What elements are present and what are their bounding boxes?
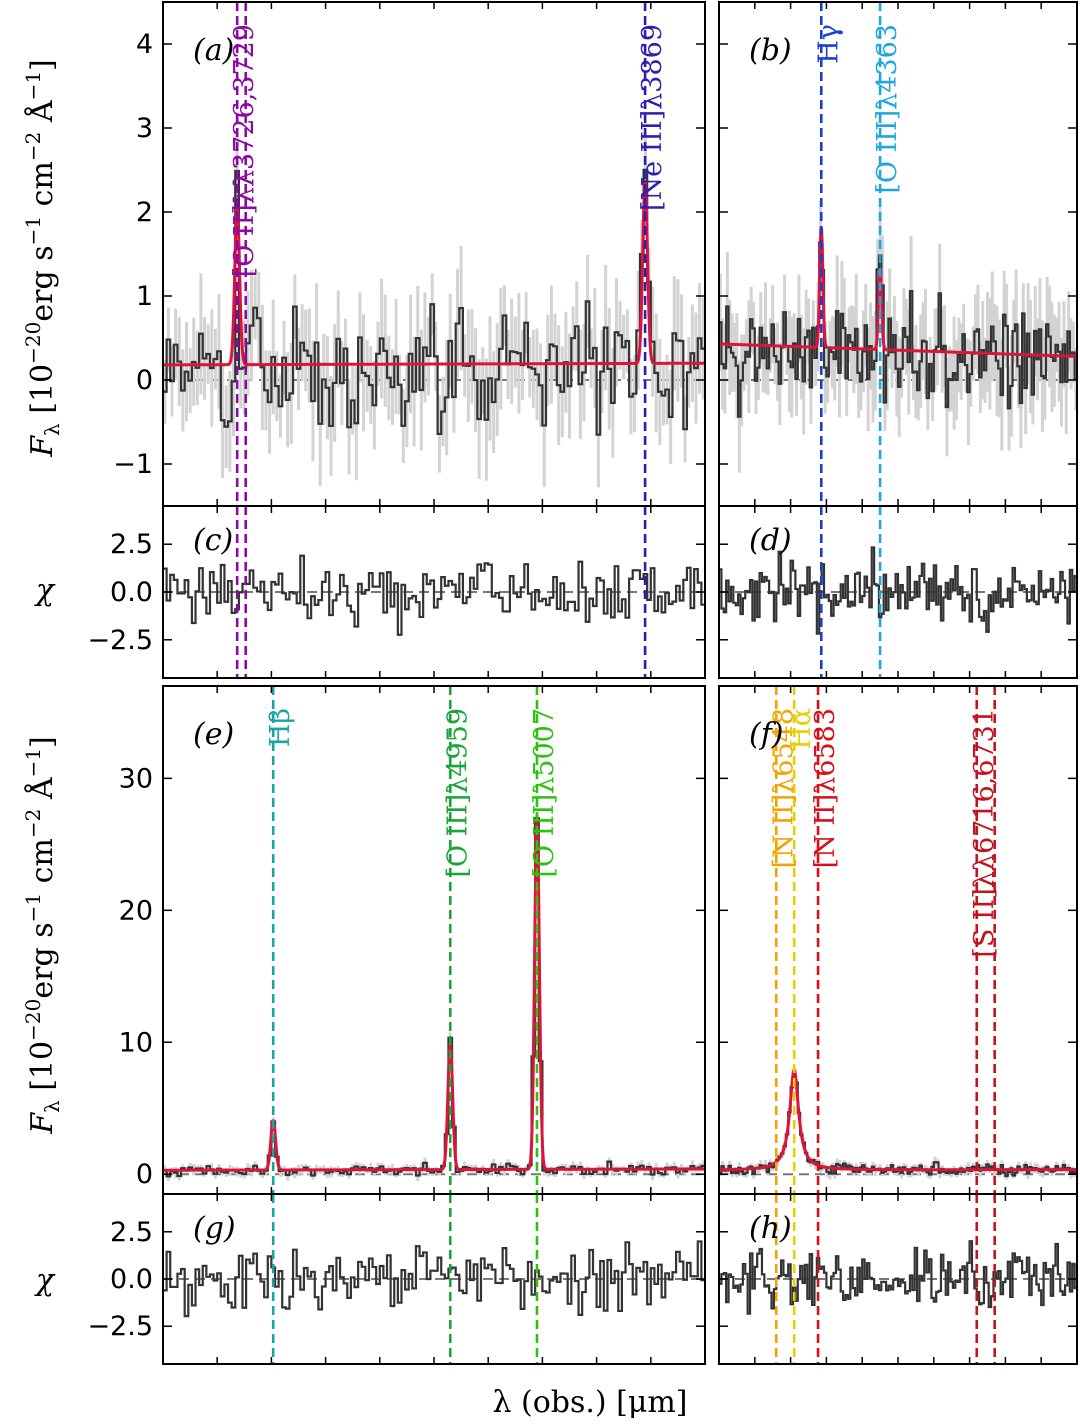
y-tick-label: 10 [119,1027,153,1058]
y-axis-label-bottom: Fλ [10−20erg s−1 cm−2 Å−1] [21,736,64,1135]
model-fit [719,226,1077,358]
model-fit [163,179,705,367]
panel-label: (c) [193,523,233,558]
panel-e: Hβ [O III]λ4959 [O III]λ5007 0 10 20 30 (e) [119,685,706,1195]
panel-a-plot-area [163,2,705,506]
panel-label: (h) [749,1211,792,1246]
residuals [163,554,705,636]
panel-label: (f) [749,717,784,752]
line-label: [O III]λ5007 [529,708,560,878]
line-label: [S II]λλ6716,6731 [969,708,1000,958]
panel-b-plot-area [719,2,1077,506]
model-fit [163,815,705,1172]
residuals [163,1240,705,1318]
y-tick-label: 1 [136,281,153,312]
line-label: [Ne III]λ3869 [637,24,668,211]
panel-b: Hγ [O III]λ4363 (b) [718,1,1078,507]
line-label: [O II]λλ3726,3729 [229,24,260,277]
y-tick-label: 2.5 [110,1217,153,1248]
data-spectrum [163,168,705,436]
panel-h: (h) [718,1193,1078,1365]
chart-marks: [O II]λλ3726,3729 [Ne III]λ3869 −1 0 1 2 3 4 (a)… [87,1,1078,1365]
line-label: [O III]λ4363 [872,24,903,194]
data-spectrum [719,1070,1077,1178]
panel-label: (e) [193,717,234,752]
panel-c: −2.5 0.0 2.5 (c) [87,505,706,679]
chi-label-bottom: χ [34,1263,56,1298]
panel-label: (b) [749,33,792,68]
y-tick-label: 0 [136,365,153,396]
y-tick-label: 20 [119,895,153,926]
panel-label: (d) [749,523,792,558]
panel-a: [O II]λλ3726,3729 [Ne III]λ3869 −1 0 1 2 3 4 (a) [113,1,706,507]
residuals [719,546,1077,635]
y-tick-label: 2 [136,197,153,228]
line-label: [O III]λ4959 [442,708,473,878]
line-label: Hγ [813,24,844,64]
data-spectrum [163,817,705,1178]
y-tick-label: 3 [136,113,153,144]
y-tick-label: 2.5 [110,529,153,560]
y-tick-label: 4 [136,29,153,60]
axes-frame [162,685,706,1195]
y-axis-label-top: Fλ [10−20erg s−1 cm−2 Å−1] [21,59,64,458]
panel-c-plot-area [163,506,705,678]
line-label: [N II]λ6548 [768,708,799,868]
data-spectrum [719,241,1077,418]
model-fit [719,1066,1077,1172]
panel-e-plot-area [163,686,705,1194]
panel-label: (a) [193,33,234,68]
y-tick-label: 0 [136,1159,153,1190]
line-label: Hβ [265,708,296,747]
line-label: Hα [786,708,817,750]
y-tick-label: 0.0 [110,1264,153,1295]
chi-label-top: χ [34,573,56,608]
y-tick-label: −1 [113,449,153,480]
line-label: [N II]λ6583 [810,708,841,868]
panel-f-plot-area [719,686,1077,1194]
panel-label: (g) [193,1211,236,1246]
panel-g: −2.5 0.0 2.5 (g) [87,1193,706,1365]
panel-g-plot-area [163,1194,705,1364]
y-tick-label: −2.5 [87,625,153,656]
y-tick-label: 30 [119,763,153,794]
panel-d: (d) [718,505,1078,679]
panel-d-plot-area [719,506,1077,678]
y-tick-label: −2.5 [87,1311,153,1342]
residuals [719,1240,1077,1315]
error-bars [163,814,705,1182]
y-tick-label: 0.0 [110,577,153,608]
x-axis-label: λ (obs.) [μm] [492,1385,687,1420]
panel-h-plot-area [719,1194,1077,1364]
